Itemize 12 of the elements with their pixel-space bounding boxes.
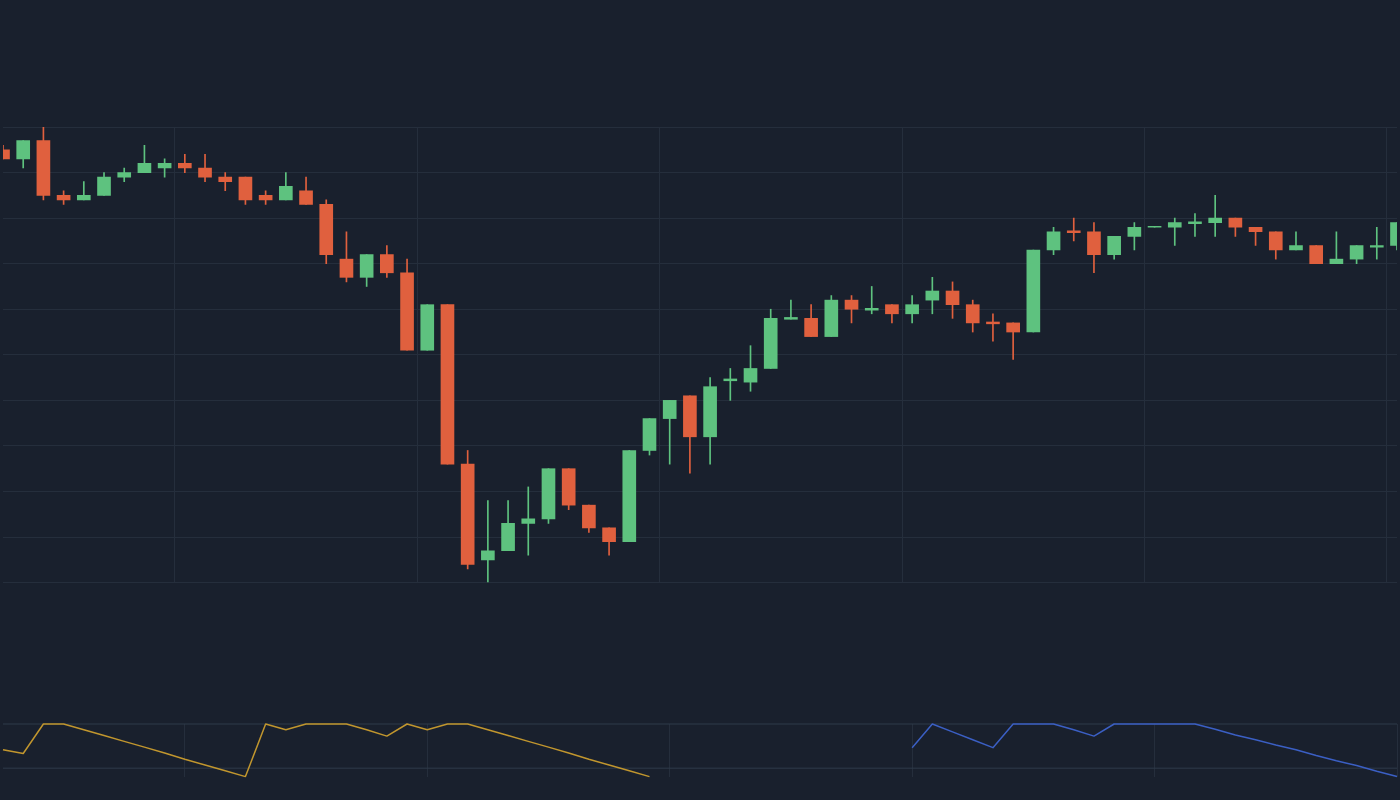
candlestick [1167,217,1182,246]
candlestick [1208,195,1222,237]
candlestick [1289,231,1303,251]
candlestick [784,299,798,320]
candlestick [1006,322,1020,360]
candlestick [1369,226,1384,260]
candlestick [218,172,233,192]
candlestick [76,181,91,201]
candlestick [481,500,495,583]
candlestick [178,154,192,173]
candlestick [1188,213,1202,237]
candlestick [521,486,536,556]
